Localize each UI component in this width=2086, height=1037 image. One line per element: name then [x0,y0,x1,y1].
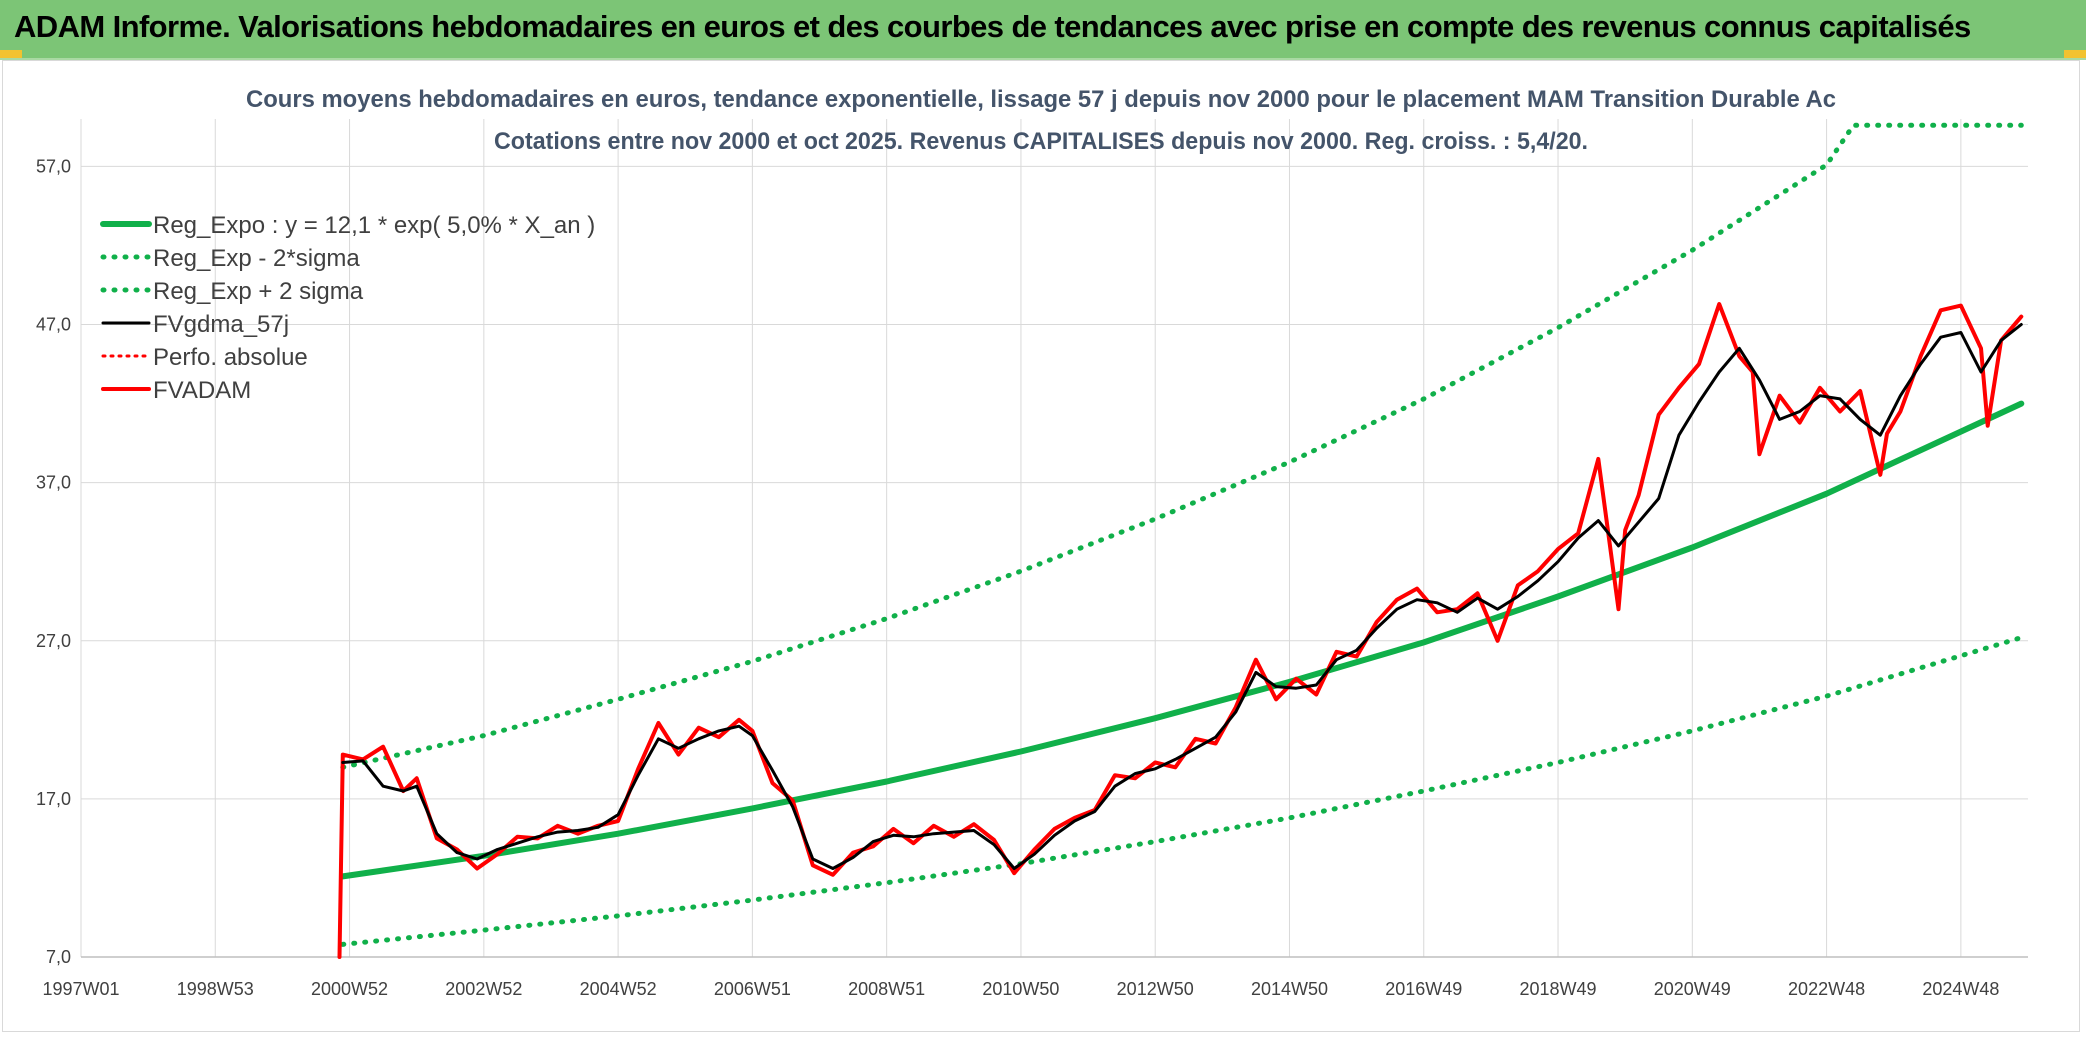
line-chart: 7,0 17,0 27,0 37,0 47,0 57,0 1997W01 1998W53 200… [36,86,2028,999]
y-tick-label: 27,0 [36,631,71,651]
y-tick-label: 37,0 [36,473,71,493]
legend-label: Reg_Expo : y = 12,1 * exp( 5,0% * X_an ) [153,212,595,239]
chart-title-line-1: Cours moyens hebdomadaires en euros, ten… [246,86,1836,113]
x-tick-label: 2018W49 [1520,979,1597,999]
chart-axes: 7,0 17,0 27,0 37,0 47,0 57,0 1997W01 1998W53 200… [36,156,2028,999]
chart-title-line-2: Cotations entre nov 2000 et oct 2025. Re… [494,128,1588,155]
chart-grid [80,119,2028,958]
legend-label: FVADAM [153,377,251,404]
x-tick-label: 2006W51 [714,979,791,999]
y-tick-label: 17,0 [36,789,71,809]
x-tick-label: 2000W52 [311,979,388,999]
x-tick-label: 2004W52 [580,979,657,999]
x-tick-label: 2016W49 [1385,979,1462,999]
y-tick-label: 47,0 [36,315,71,335]
legend-label: Reg_Exp - 2*sigma [153,245,360,272]
y-tick-label: 7,0 [46,947,71,967]
x-tick-label: 2022W48 [1788,979,1865,999]
report-banner: ADAM Informe. Valorisations hebdomadaire… [0,0,2086,60]
x-tick-label: 1998W53 [177,979,254,999]
x-tick-label: 2020W49 [1654,979,1731,999]
report-title: ADAM Informe. Valorisations hebdomadaire… [14,9,1971,44]
banner-corner-right [2064,50,2086,58]
legend-label: Reg_Exp + 2 sigma [153,278,364,305]
legend-label: Perfo. absolue [153,344,308,371]
y-tick-label: 57,0 [36,156,71,176]
x-tick-label: 2014W50 [1251,979,1328,999]
x-tick-label: 2002W52 [445,979,522,999]
legend-label: FVgdma_57j [153,311,289,338]
x-tick-label: 2010W50 [982,979,1059,999]
series-4-line [341,323,2023,870]
banner-corner-left [0,50,22,58]
x-tick-label: 2024W48 [1922,979,1999,999]
chart-area: 7,0 17,0 27,0 37,0 47,0 57,0 1997W01 1998W53 200… [2,60,2080,1032]
chart-legend: Reg_Expo : y = 12,1 * exp( 5,0% * X_an )… [100,212,595,404]
x-tick-label: 2012W50 [1117,979,1194,999]
series-2-line [340,635,2024,947]
series-3-line [340,122,2024,770]
x-tick-label: 2008W51 [848,979,925,999]
series-1-line [339,400,2025,880]
chart-series [337,122,2025,959]
x-tick-label: 1997W01 [42,979,119,999]
